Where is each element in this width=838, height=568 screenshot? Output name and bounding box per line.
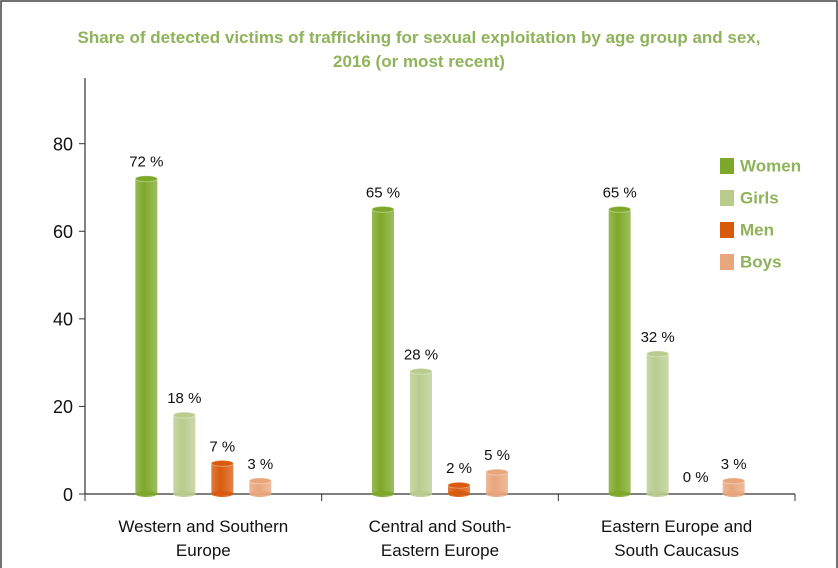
value-label: 0 %	[683, 469, 709, 486]
bar	[173, 415, 196, 494]
legend-swatch	[720, 222, 734, 238]
bar-cap	[134, 175, 158, 183]
value-label: 18 %	[167, 390, 201, 407]
bar	[211, 463, 234, 494]
bar-cap	[608, 205, 632, 213]
bar-cap	[172, 411, 196, 419]
bar-cap	[409, 367, 433, 375]
bar-base	[249, 491, 272, 497]
y-tick-label: 80	[53, 134, 73, 154]
bar	[448, 485, 470, 494]
x-tick-label: Western and Southern Europe	[118, 517, 289, 560]
bar	[646, 353, 669, 494]
bar-base	[722, 491, 745, 497]
legend-label: Girls	[740, 188, 779, 207]
x-tick-label: Central and South-Eastern Europe	[368, 517, 512, 560]
bar	[486, 472, 508, 494]
legend-label: Boys	[740, 252, 782, 271]
bar-cap	[646, 350, 670, 358]
y-tick-label: 20	[53, 397, 73, 417]
y-tick-label: 60	[53, 222, 73, 242]
x-tick-label: Eastern Europe and South Caucasus	[601, 517, 753, 560]
bar	[372, 209, 394, 495]
bar-cap	[210, 459, 234, 467]
bar	[249, 480, 272, 494]
legend-label: Men	[740, 220, 774, 239]
chart-title: Share of detected victims of trafficking…	[77, 28, 761, 71]
value-label: 7 %	[209, 438, 235, 455]
bar-base	[173, 491, 196, 497]
legend-swatch	[720, 254, 734, 270]
bar-base	[646, 491, 669, 497]
bar	[608, 209, 631, 495]
bar-base	[211, 491, 234, 497]
bar	[722, 480, 745, 494]
value-label: 32 %	[641, 329, 675, 346]
bar-cap	[447, 481, 471, 489]
legend-label: Women	[740, 156, 801, 175]
bar-base	[135, 491, 158, 497]
legend-swatch	[720, 190, 734, 206]
value-label: 2 %	[446, 460, 472, 477]
value-label: 72 %	[129, 154, 163, 171]
value-label: 28 %	[404, 346, 438, 363]
bar-base	[608, 491, 631, 497]
value-label: 3 %	[247, 456, 273, 473]
bar-cap	[485, 468, 509, 476]
bar-cap	[371, 205, 395, 213]
legend-swatch	[720, 158, 734, 174]
bar	[135, 178, 158, 494]
value-label: 65 %	[603, 184, 637, 201]
value-label: 65 %	[366, 184, 400, 201]
bar	[410, 371, 432, 494]
value-label: 5 %	[484, 447, 510, 464]
bar-cap	[248, 477, 272, 485]
bar-base	[410, 491, 432, 497]
y-tick-label: 40	[53, 310, 73, 330]
value-label: 3 %	[721, 456, 747, 473]
bar-cap	[722, 477, 746, 485]
bar-base	[486, 491, 508, 497]
y-tick-label: 0	[63, 485, 73, 505]
bar-base	[372, 491, 394, 497]
bar-base	[448, 491, 470, 497]
